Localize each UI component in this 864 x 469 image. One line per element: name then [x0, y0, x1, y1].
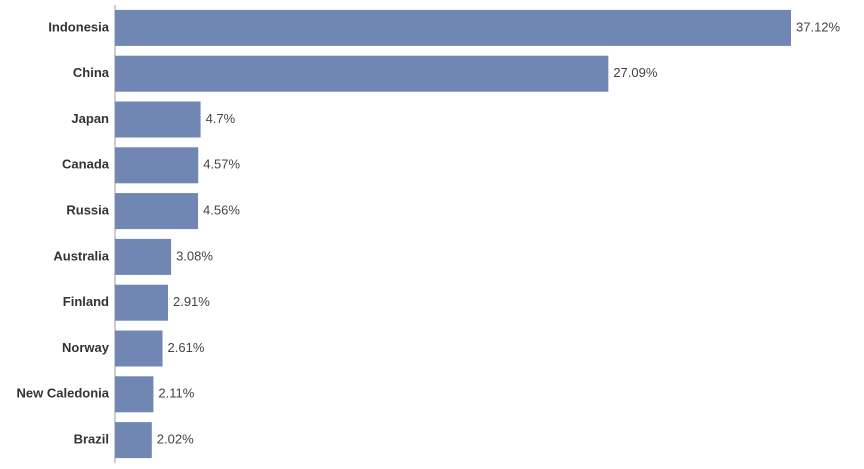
bar	[115, 147, 199, 184]
bar	[115, 238, 172, 275]
bar	[115, 193, 199, 230]
bar	[115, 422, 152, 459]
y-tick-label: Russia	[66, 203, 109, 218]
value-label: 2.91%	[173, 294, 210, 309]
bar	[115, 284, 168, 321]
value-label: 2.02%	[157, 432, 194, 447]
value-label: 37.12%	[796, 19, 841, 34]
bar	[115, 101, 201, 138]
value-label: 27.09%	[613, 65, 658, 80]
y-tick-label: New Caledonia	[17, 386, 110, 401]
y-tick-label: Norway	[62, 340, 110, 355]
y-tick-label: Brazil	[74, 432, 109, 447]
y-tick-label: Indonesia	[48, 19, 109, 34]
value-label: 4.7%	[206, 111, 236, 126]
y-tick-label: Canada	[62, 157, 110, 172]
value-label: 4.56%	[203, 203, 240, 218]
value-label: 4.57%	[203, 157, 240, 172]
value-label: 2.61%	[168, 340, 205, 355]
bar	[115, 55, 609, 92]
y-tick-label: China	[73, 65, 110, 80]
y-tick-label: Japan	[71, 111, 109, 126]
bar	[115, 330, 163, 367]
value-label: 2.11%	[158, 386, 194, 401]
y-tick-label: Finland	[63, 294, 109, 309]
y-tick-label: Australia	[53, 248, 109, 263]
bar	[115, 9, 791, 46]
value-label: 3.08%	[176, 248, 213, 263]
bar	[115, 376, 154, 413]
